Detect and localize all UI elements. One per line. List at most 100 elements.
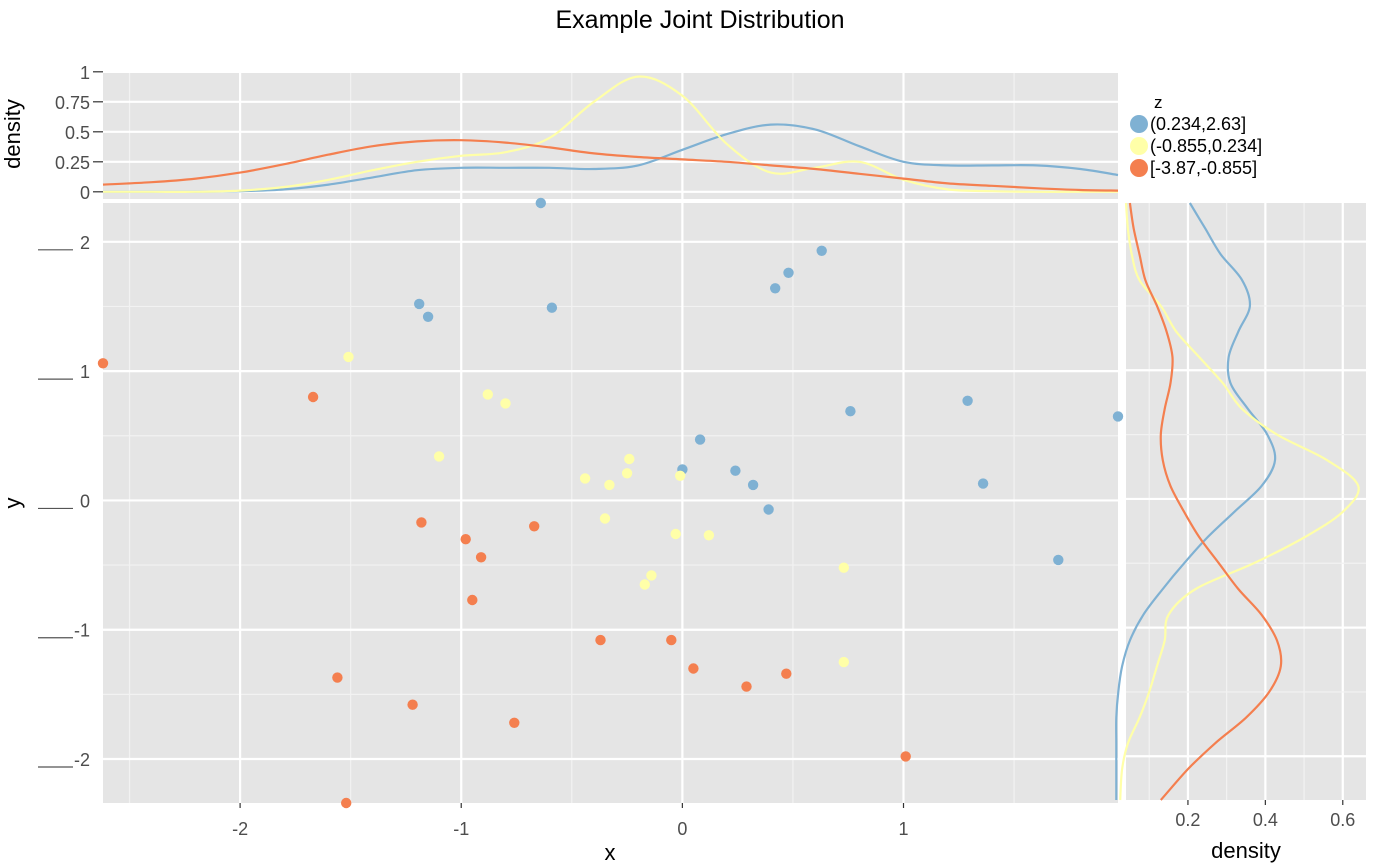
- scatter-point: [509, 717, 520, 728]
- right-panel-xlabel: density: [1211, 838, 1281, 863]
- scatter-point: [900, 751, 911, 762]
- legend-key: [1130, 115, 1148, 133]
- chart-title: Example Joint Distribution: [555, 6, 844, 34]
- scatter-point: [416, 517, 427, 528]
- legend-items: (0.234,2.63](-0.855,0.234][-3.87,-0.855]: [1130, 114, 1262, 178]
- x-axis-ticks: -2 -1 0 1: [232, 803, 909, 839]
- scatter-point: [688, 663, 699, 674]
- scatter-point: [670, 528, 681, 540]
- top-density-line: [102, 139, 1119, 192]
- x-tick-label: -2: [232, 819, 248, 839]
- y-tick-label: -2: [74, 750, 90, 770]
- right-tick-label: 0.4: [1253, 810, 1278, 830]
- scatter-point: [341, 797, 352, 809]
- y-axis-label: y: [0, 498, 25, 509]
- scatter-point: [535, 197, 546, 209]
- scatter-point: [694, 434, 706, 445]
- scatter-point: [703, 530, 715, 541]
- scatter-point: [646, 570, 657, 581]
- x-tick-label: -1: [453, 819, 469, 839]
- scatter-point: [500, 398, 511, 409]
- scatter-point: [482, 389, 493, 400]
- top-density-line: [103, 75, 1118, 193]
- scatter-point: [783, 267, 794, 278]
- scatter-point: [747, 479, 759, 491]
- right-density-panel: 0.2 0.4 0.6 density: [1115, 202, 1366, 863]
- scatter-point: [599, 513, 611, 524]
- right-axis-ticks: 0.2 0.4 0.6: [1175, 800, 1355, 830]
- scatter-point: [460, 534, 471, 545]
- scatter-point: [407, 699, 418, 710]
- scatter-point: [639, 579, 650, 590]
- top-density-curves: [102, 75, 1119, 193]
- legend: z (0.234,2.63](-0.855,0.234][-3.87,-0.85…: [1130, 93, 1262, 178]
- scatter-point: [579, 473, 591, 484]
- top-axis-ticks: 1 0.75 0.5 0.25 0: [55, 63, 103, 203]
- scatter-point: [343, 351, 354, 363]
- scatter-point: [816, 245, 827, 256]
- legend-label: (0.234,2.63]: [1150, 114, 1246, 134]
- scatter-point: [467, 594, 478, 606]
- top-tick-label: 0: [80, 183, 90, 203]
- top-tick-label: 0.25: [55, 153, 90, 173]
- scatter-point: [475, 552, 487, 563]
- scatter-point: [770, 283, 781, 294]
- scatter-point: [414, 298, 425, 310]
- scatter-point: [1053, 554, 1064, 566]
- scatter-point: [675, 470, 686, 481]
- top-panel-grid: [103, 70, 1118, 199]
- scatter-point: [763, 504, 774, 515]
- x-tick-label: 1: [898, 819, 908, 839]
- top-panel-background: [103, 73, 1118, 199]
- top-tick-label: 0.5: [65, 123, 90, 143]
- y-tick-label: 1: [80, 362, 90, 382]
- right-density-curves: [1115, 202, 1360, 801]
- scatter-panel: 2 1 0 -1 -2 -2 -1 0 1 x y: [0, 197, 1124, 865]
- top-tick-label: 1: [80, 63, 90, 83]
- legend-title: z: [1154, 93, 1163, 112]
- scatter-point: [307, 391, 319, 403]
- top-density-line: [103, 123, 1119, 193]
- right-density-line: [1119, 202, 1360, 801]
- scatter-point: [624, 453, 635, 465]
- scatter-panel-grid: [103, 203, 1118, 803]
- scatter-point: [838, 562, 849, 573]
- scatter-panel-background: [103, 203, 1118, 803]
- scatter-point: [604, 479, 615, 491]
- scatter-point: [433, 451, 445, 462]
- scatter-point: [666, 634, 677, 646]
- right-tick-label: 0.2: [1175, 810, 1200, 830]
- scatter-point: [741, 681, 752, 692]
- scatter-point: [1112, 411, 1124, 422]
- scatter-point: [730, 465, 741, 476]
- y-axis-ticks: 2 1 0 -1 -2: [38, 233, 90, 770]
- scatter-point: [962, 395, 973, 406]
- top-tick-label: 0.75: [55, 93, 90, 113]
- legend-label: [-3.87,-0.855]: [1150, 158, 1257, 178]
- right-density-line: [1115, 202, 1277, 800]
- legend-key: [1130, 159, 1148, 177]
- top-panel-ylabel: density: [0, 99, 25, 169]
- legend-key: [1130, 137, 1148, 155]
- top-density-panel: 1 0.75 0.5 0.25 0 density: [0, 63, 1119, 203]
- y-tick-label: 0: [80, 491, 90, 511]
- y-tick-label: -1: [74, 621, 90, 641]
- scatter-point: [529, 521, 540, 532]
- scatter-point: [781, 668, 792, 679]
- x-axis-label: x: [605, 840, 616, 865]
- scatter-point: [97, 358, 109, 369]
- right-density-line: [1128, 202, 1283, 801]
- x-tick-label: 0: [677, 819, 687, 839]
- scatter-point: [422, 311, 434, 322]
- right-tick-label: 0.6: [1330, 810, 1355, 830]
- scatter-point: [977, 478, 989, 489]
- scatter-point: [332, 672, 343, 683]
- scatter-point: [621, 468, 633, 479]
- scatter-point: [546, 302, 558, 313]
- scatter-points: [97, 197, 1124, 809]
- legend-label: (-0.855,0.234]: [1150, 136, 1262, 156]
- y-tick-label: 2: [80, 233, 90, 253]
- scatter-point: [838, 656, 849, 668]
- scatter-point: [845, 406, 856, 417]
